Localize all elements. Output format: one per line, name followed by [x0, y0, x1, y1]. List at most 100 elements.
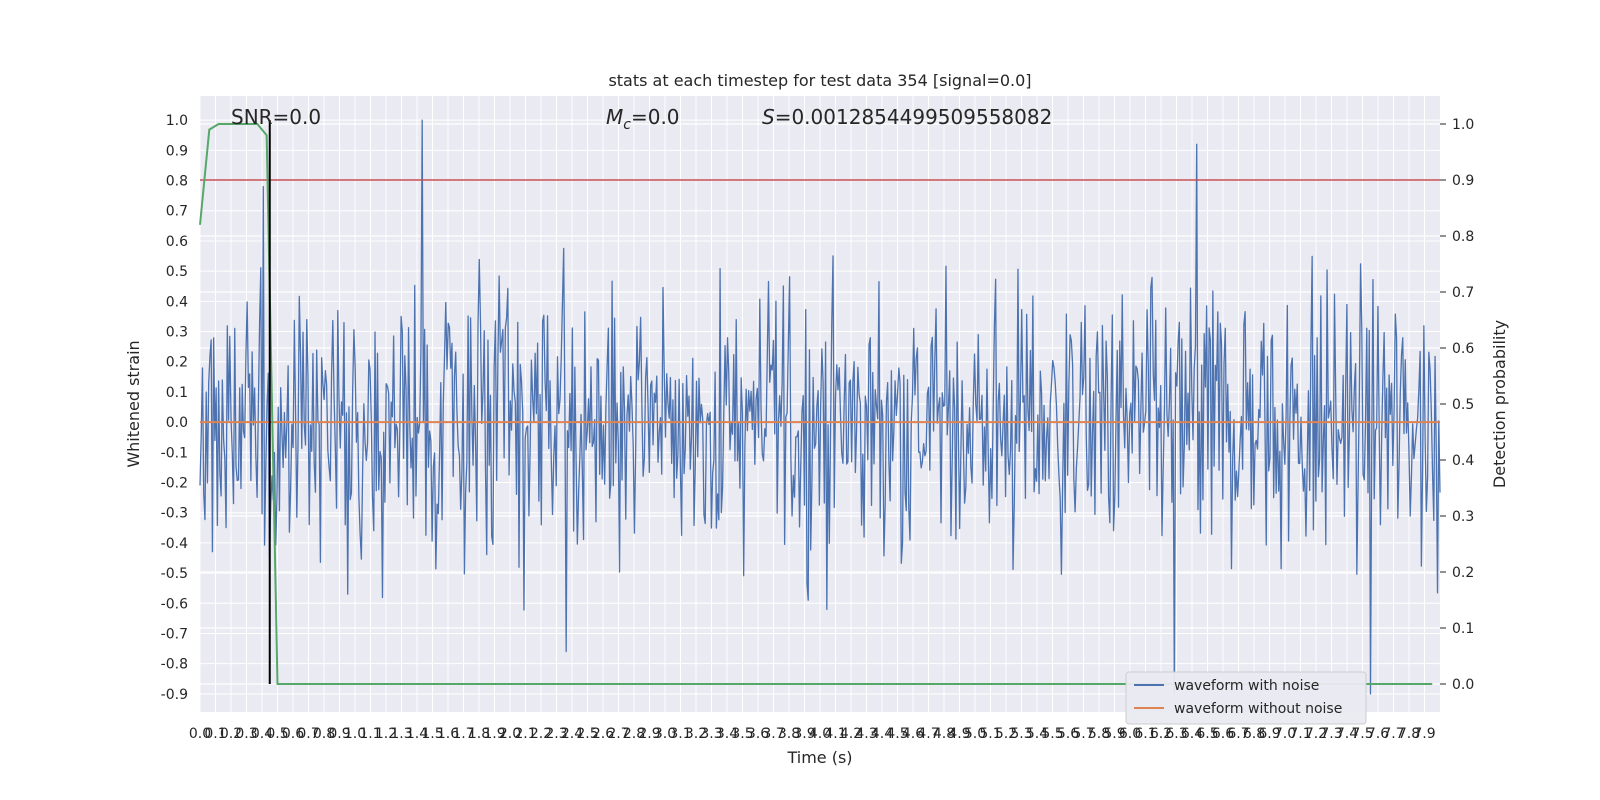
annotation-statistic-symbol: S [762, 105, 775, 129]
x-tick-label: 3.1 [669, 726, 691, 742]
x-tick-label: 2.9 [638, 726, 660, 742]
x-tick-label: 5.4 [1026, 726, 1048, 742]
y-tick-label-left: 0.1 [166, 385, 188, 401]
legend-label-clean: waveform without noise [1174, 701, 1342, 717]
y-tick-label-right: 0.0 [1452, 677, 1474, 693]
annotation-chirp-mass-value: =0.0 [631, 105, 680, 129]
y-tick-label-left: -0.5 [161, 566, 188, 582]
x-tick-label: 4.7 [917, 726, 939, 742]
x-tick-label: 6.1 [1134, 726, 1156, 742]
x-tick-label: 7.9 [1413, 726, 1435, 742]
series-detection-probability [199, 123, 1433, 685]
x-tick-label: 0.0 [189, 726, 211, 742]
x-axis-label: Time (s) [786, 748, 852, 767]
x-tick-label: 6.0 [1119, 726, 1141, 742]
y-tick-label-left: 0.0 [166, 415, 188, 431]
x-tick-label: 6.2 [1150, 726, 1172, 742]
x-tick-label: 3.2 [685, 726, 707, 742]
x-tick-label: 5.3 [1010, 726, 1032, 742]
x-tick-label: 1.6 [437, 726, 459, 742]
x-tick-label: 1.7 [452, 726, 474, 742]
x-tick-label: 7.1 [1289, 726, 1311, 742]
x-tick-label: 2.2 [530, 726, 552, 742]
y-tick-label-left: 0.4 [166, 294, 188, 310]
x-tick-label: 6.3 [1165, 726, 1187, 742]
waveform-with-noise-line [199, 119, 1441, 695]
y-tick-label-left: 0.7 [166, 204, 188, 220]
x-tick-label: 6.9 [1258, 726, 1280, 742]
x-tick-label: 1.5 [421, 726, 443, 742]
y-tick-label-right: 0.6 [1452, 341, 1474, 357]
x-tick-label: 5.6 [1057, 726, 1079, 742]
annotation-snr: SNR=0.0 [231, 105, 321, 129]
y-tick-label-right: 0.9 [1452, 173, 1474, 189]
x-tick-label: 5.1 [979, 726, 1001, 742]
x-tick-label: 2.1 [514, 726, 536, 742]
x-tick-label: 5.9 [1103, 726, 1125, 742]
annotation-chirp-mass: Mc=0.0 [606, 105, 680, 133]
y-tick-label-right: 0.4 [1452, 453, 1474, 469]
x-tick-label: 7.6 [1367, 726, 1389, 742]
y-tick-label-left: -0.1 [161, 445, 188, 461]
x-tick-label: 0.6 [282, 726, 304, 742]
x-tick-label: 3.5 [731, 726, 753, 742]
y-tick-label-left: -0.2 [161, 476, 188, 492]
y-tick-label-left: 0.5 [166, 264, 188, 280]
y-tick-label-left: -0.8 [161, 657, 188, 673]
x-tick-label: 7.5 [1351, 726, 1373, 742]
x-tick-label: 5.8 [1088, 726, 1110, 742]
x-tick-label: 4.1 [824, 726, 846, 742]
chart-title: stats at each timestep for test data 354… [608, 71, 1031, 90]
legend-box [1125, 671, 1367, 725]
x-tick-label: 4.9 [948, 726, 970, 742]
legend: waveform with noise waveform without noi… [1125, 671, 1367, 725]
annotation-chirp-mass-subscript: c [623, 117, 631, 133]
x-tick-label: 1.0 [344, 726, 366, 742]
x-tick-label: 0.4 [251, 726, 273, 742]
legend-label-noise: waveform with noise [1174, 678, 1319, 694]
x-tick-label: 7.0 [1274, 726, 1296, 742]
y-tick-label-right: 1.0 [1452, 117, 1474, 133]
x-tick-label: 5.2 [995, 726, 1017, 742]
x-tick-label: 2.3 [545, 726, 567, 742]
x-tick-label: 6.5 [1196, 726, 1218, 742]
y-axis-right-label: Detection probability [1490, 320, 1509, 488]
x-tick-label: 4.6 [902, 726, 924, 742]
y-axis-left-label: Whitened strain [124, 340, 143, 467]
x-tick-label: 1.2 [375, 726, 397, 742]
annotation-statistic-value: =0.0012854499509558082 [775, 105, 1053, 129]
y-tick-label-left: 0.3 [166, 325, 188, 341]
x-axis-ticks: 0.00.10.20.30.40.50.60.70.80.91.01.11.21… [189, 726, 1436, 742]
x-tick-label: 0.3 [235, 726, 257, 742]
x-tick-label: 4.4 [871, 726, 893, 742]
x-tick-label: 2.8 [623, 726, 645, 742]
x-tick-label: 4.2 [840, 726, 862, 742]
y-tick-label-left: 0.6 [166, 234, 188, 250]
y-tick-label-left: 1.0 [166, 113, 188, 129]
x-tick-label: 4.3 [855, 726, 877, 742]
annotation-chirp-mass-symbol: M [606, 105, 623, 129]
x-tick-label: 6.4 [1181, 726, 1203, 742]
x-tick-label: 4.5 [886, 726, 908, 742]
x-tick-label: 5.0 [964, 726, 986, 742]
x-tick-label: 3.0 [654, 726, 676, 742]
x-tick-label: 1.8 [468, 726, 490, 742]
x-tick-label: 0.7 [297, 726, 319, 742]
x-tick-label: 1.3 [390, 726, 412, 742]
y-axis-left-ticks: -0.9 -0.8 -0.7 -0.6 -0.5 -0.4 -0.3 -0.2 -0.1 0.0 0… [161, 113, 188, 703]
series-waveform-with-noise [199, 119, 1441, 695]
y-tick-label-right: 0.5 [1452, 397, 1474, 413]
x-tick-label: 3.9 [793, 726, 815, 742]
x-tick-label: 1.1 [359, 726, 381, 742]
x-tick-label: 5.5 [1041, 726, 1063, 742]
x-tick-label: 1.4 [406, 726, 428, 742]
annotation-statistic: S=0.0012854499509558082 [762, 105, 1052, 129]
x-tick-label: 0.9 [328, 726, 350, 742]
x-tick-label: 7.7 [1382, 726, 1404, 742]
y-tick-label-left: 0.9 [166, 143, 188, 159]
y-tick-label-right: 0.8 [1452, 229, 1474, 245]
x-tick-label: 2.0 [499, 726, 521, 742]
x-tick-label: 7.2 [1305, 726, 1327, 742]
y-tick-label-left: 0.8 [166, 174, 188, 190]
